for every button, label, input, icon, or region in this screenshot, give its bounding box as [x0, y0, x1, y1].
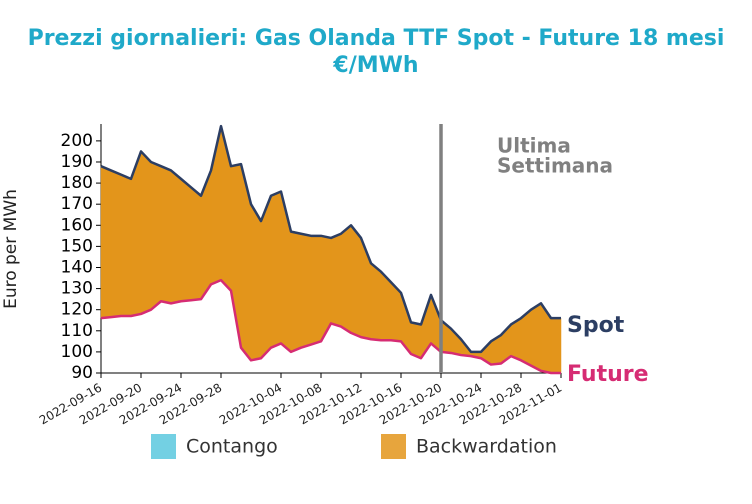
series-line	[100, 124, 561, 354]
y-tick-label: 170	[61, 194, 93, 214]
legend-swatch	[151, 434, 176, 459]
spread-area	[290, 231, 302, 353]
y-tick-label: 110	[61, 321, 93, 341]
series-label: Future	[567, 362, 649, 387]
spread-area	[350, 224, 362, 338]
spread-area	[180, 178, 192, 302]
y-tick-label: 160	[61, 215, 93, 235]
legend-label: Contango	[186, 436, 278, 458]
spread-area	[310, 235, 322, 345]
legend-swatch	[381, 434, 406, 459]
spread-area	[410, 322, 422, 359]
spread-area	[370, 262, 382, 341]
y-tick-label: 140	[61, 257, 93, 277]
spread-area	[300, 233, 312, 349]
spread-area	[170, 169, 182, 304]
y-tick-label: 130	[61, 279, 93, 299]
spread-area	[100, 165, 112, 319]
spread-area	[150, 161, 162, 311]
legend-label: Backwardation	[416, 436, 557, 458]
y-tick-label: 100	[61, 342, 93, 362]
y-axis-label: Euro per MWh	[1, 189, 21, 309]
spread-area	[250, 203, 262, 361]
spread-area	[190, 186, 202, 301]
y-tick-label: 200	[61, 131, 93, 151]
chart-subtitle: €/MWh	[332, 53, 418, 78]
spread-area	[120, 174, 132, 317]
spread-area	[140, 150, 152, 315]
spread-area	[110, 170, 122, 318]
spread-area	[340, 224, 352, 334]
y-tick-label: 180	[61, 173, 93, 193]
spread-area	[160, 165, 172, 304]
annotation: Ultima	[497, 134, 571, 158]
spread-area	[550, 317, 562, 374]
series-label: Spot	[567, 313, 625, 338]
spread-area	[330, 233, 342, 327]
annotation: Settimana	[497, 154, 613, 178]
spread-area	[530, 302, 542, 372]
y-tick-label: 90	[71, 363, 93, 383]
spread-area	[270, 191, 282, 349]
series-line	[100, 278, 561, 375]
y-tick-label: 120	[61, 300, 93, 320]
y-tick-label: 150	[61, 236, 93, 256]
chart-title: Prezzi giornalieri: Gas Olanda TTF Spot …	[28, 26, 725, 51]
y-tick-label: 190	[61, 152, 93, 172]
